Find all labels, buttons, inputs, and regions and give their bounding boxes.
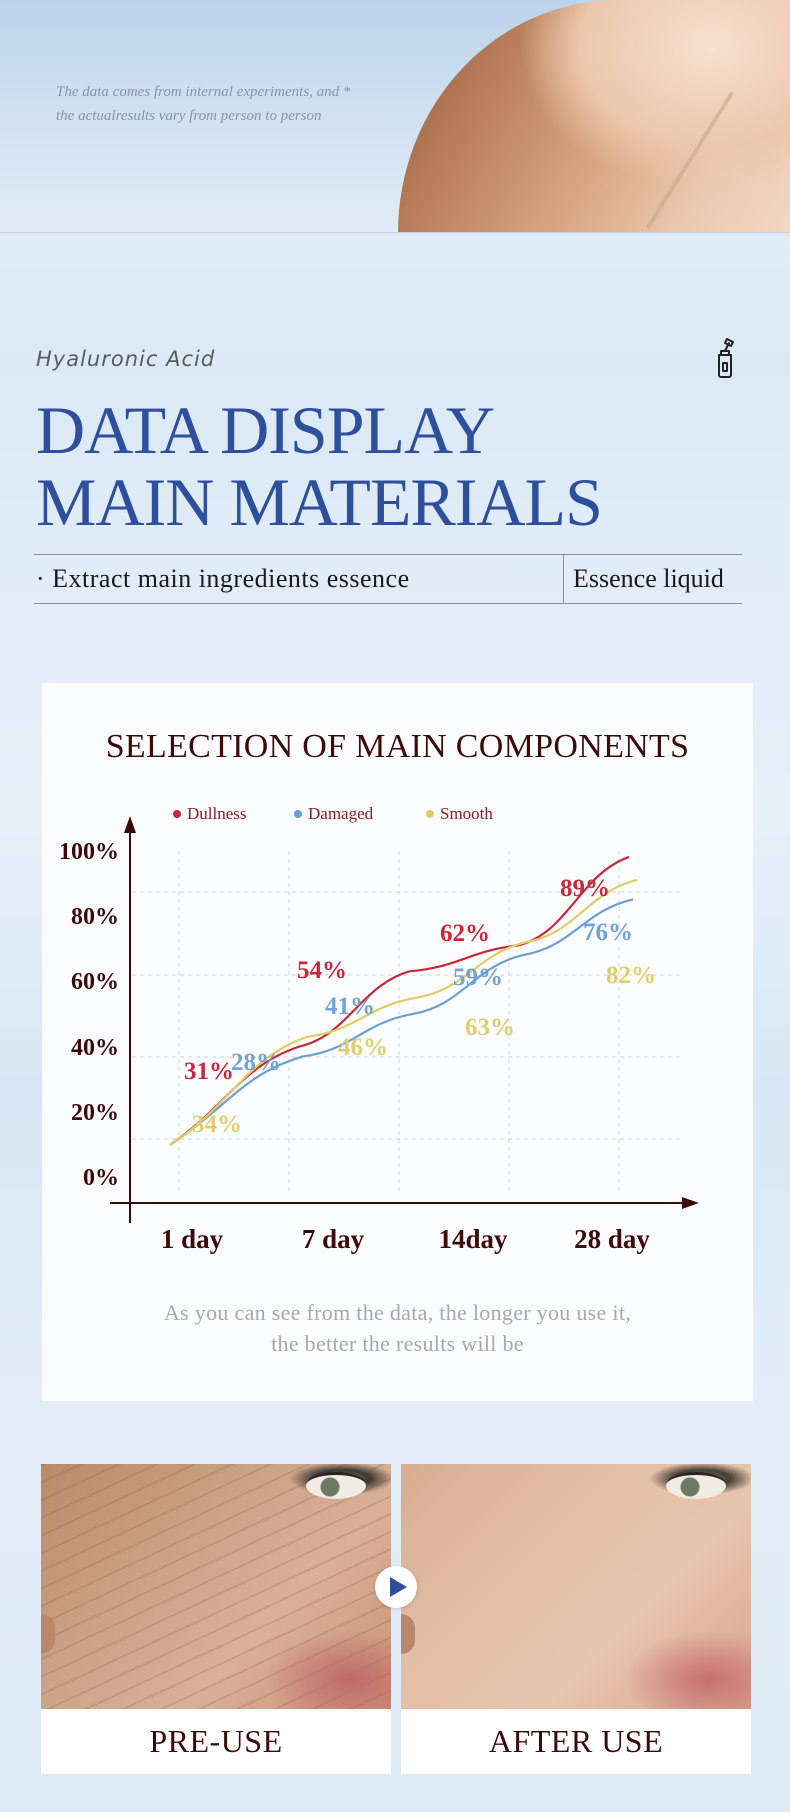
data-label-damaged: 41%	[325, 993, 375, 1020]
ingredient-bar	[34, 554, 742, 604]
after-use-label-box: AFTER USE	[401, 1709, 751, 1774]
data-label-dullness: 89%	[560, 875, 610, 902]
chart-axes: 100% 80% 60% 40% 20% 0% 1 day 7 day 14day 28 day	[59, 816, 699, 1254]
chart-caption-line1: As you can see from the data, the longer…	[163, 1300, 632, 1325]
x-category-label: 28 day	[574, 1224, 650, 1254]
line-chart: 100%80%60%40%20%0%1 day 7 day 14day 28 day …	[59, 804, 699, 1254]
dropper-bottle-icon	[718, 338, 734, 378]
x-category-label: 1 day	[161, 1224, 224, 1254]
hero-disclaimer: The data comes from internal experiments…	[56, 80, 396, 128]
page-title-line2: MAIN MATERIALS	[36, 464, 603, 540]
after-use-photo	[401, 1464, 751, 1709]
data-label-smooth: 63%	[465, 1014, 515, 1041]
data-label-damaged: 59%	[453, 964, 503, 991]
legend-label-damaged: Damaged	[308, 804, 374, 823]
chart-caption-line2: the better the results will be	[271, 1331, 524, 1356]
x-category-label: 14day	[438, 1224, 508, 1254]
x-category-label: 7 day	[302, 1224, 365, 1254]
chart-data-labels: 31% 54% 62% 89% 28% 41% 59% 76% 34% 46% 63% 82%	[184, 875, 656, 1138]
series-line-smooth	[169, 878, 638, 1146]
ingredient-bar-divider	[563, 554, 564, 604]
ingredient-bar-left: · Extract main ingredients essence	[36, 564, 410, 593]
y-tick-label: 80%	[71, 904, 119, 930]
data-label-dullness: 31%	[184, 1058, 234, 1085]
hero-banner: The data comes from internal experiments…	[0, 0, 790, 233]
y-tick-label: 100%	[59, 839, 119, 865]
after-use-eye	[666, 1472, 726, 1499]
chart-legend: Dullness Damaged Smooth	[173, 804, 493, 823]
ingredient-bar-right: Essence liquid	[573, 564, 724, 593]
legend-marker-damaged	[294, 810, 302, 818]
hero-disclaimer-line1: The data comes from internal experiments…	[56, 84, 351, 100]
play-icon-triangle	[390, 1577, 407, 1597]
series-line-damaged	[169, 898, 634, 1146]
y-tick-label: 40%	[71, 1035, 119, 1061]
legend-label-dullness: Dullness	[187, 804, 247, 823]
y-axis-arrow	[124, 816, 136, 833]
chart-title: SELECTION OF MAIN COMPONENTS	[105, 728, 690, 765]
page-title: DATA DISPLAY MAIN MATERIALS	[36, 392, 603, 540]
data-label-smooth: 46%	[338, 1034, 388, 1061]
pre-use-label: PRE-USE	[149, 1723, 283, 1759]
data-label-smooth: 82%	[606, 962, 656, 989]
y-tick-label: 60%	[71, 969, 119, 995]
chart-caption: As you can see from the data, the longer…	[42, 1297, 753, 1359]
pre-use-eye	[306, 1472, 366, 1499]
page-title-line1: DATA DISPLAY	[36, 392, 495, 468]
chart-series	[169, 855, 638, 1146]
data-label-smooth: 34%	[192, 1111, 242, 1138]
legend-marker-smooth	[426, 810, 434, 818]
hero-disclaimer-line2: the actualresults vary from person to pe…	[56, 108, 322, 124]
data-label-damaged: 76%	[583, 919, 633, 946]
hero-divider	[0, 232, 790, 233]
brand-label: Hyaluronic Acid	[36, 347, 216, 371]
hero-neck-photo	[398, 0, 790, 233]
after-use-ear	[401, 1614, 415, 1654]
play-icon[interactable]	[375, 1566, 417, 1608]
chart-card	[42, 683, 753, 1401]
chart-grid	[132, 851, 682, 1193]
y-tick-label: 20%	[71, 1100, 119, 1126]
data-label-dullness: 54%	[297, 957, 347, 984]
legend-marker-dullness	[173, 810, 181, 818]
after-use-label: AFTER USE	[488, 1723, 664, 1759]
pre-use-photo	[41, 1464, 391, 1709]
x-axis-arrow	[682, 1197, 699, 1209]
data-label-damaged: 28%	[231, 1049, 281, 1076]
pre-use-ear	[41, 1614, 55, 1654]
pre-use-label-box: PRE-USE	[41, 1709, 391, 1774]
data-label-dullness: 62%	[440, 920, 490, 947]
y-tick-label: 0%	[83, 1165, 119, 1191]
legend-label-smooth: Smooth	[440, 804, 493, 823]
